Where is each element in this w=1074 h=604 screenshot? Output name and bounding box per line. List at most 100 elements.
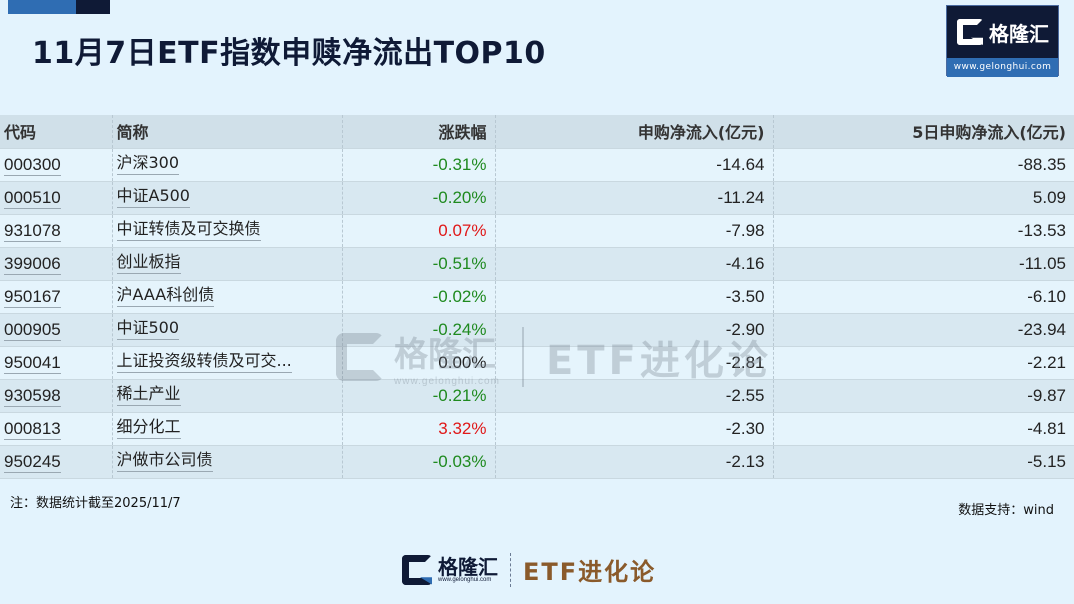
table-row[interactable]: 399006 创业板指 -0.51% -4.16 -11.05 (0, 247, 1074, 280)
column-header-net-inflow-5d[interactable]: 5日申购净流入(亿元) (772, 115, 1074, 148)
name-link[interactable]: 沪深300 (116, 149, 180, 175)
cell-net-inflow-5d: -2.21 (772, 346, 1074, 379)
name-link[interactable]: 细分化工 (116, 413, 181, 439)
name-link[interactable]: 创业板指 (116, 248, 181, 274)
footer-brand: 格隆汇 www.gelonghui.com ETF进化论 (402, 552, 656, 587)
cell-name[interactable]: 稀土产业 (111, 379, 342, 412)
cell-change: -0.03% (341, 445, 495, 478)
cell-code[interactable]: 399006 (0, 247, 112, 280)
cell-net-inflow-5d: -9.87 (772, 379, 1074, 412)
table-row[interactable]: 931078 中证转债及可交换债 0.07% -7.98 -13.53 (0, 214, 1074, 247)
cell-code[interactable]: 950245 (0, 445, 112, 478)
cell-net-inflow-5d: -88.35 (772, 148, 1074, 181)
cell-net-inflow: -7.98 (494, 214, 773, 247)
cell-net-inflow: -2.13 (494, 445, 773, 478)
cell-code[interactable]: 950167 (0, 280, 112, 313)
cell-net-inflow: -11.24 (494, 181, 773, 214)
cell-net-inflow-5d: -23.94 (772, 313, 1074, 346)
cell-change: -0.51% (341, 247, 495, 280)
cell-code[interactable]: 000813 (0, 412, 112, 445)
cell-net-inflow: -2.90 (494, 313, 773, 346)
cell-net-inflow-5d: -13.53 (772, 214, 1074, 247)
table-row[interactable]: 950167 沪AAA科创债 -0.02% -3.50 -6.10 (0, 280, 1074, 313)
name-link[interactable]: 稀土产业 (116, 380, 181, 406)
cell-code[interactable]: 950041 (0, 346, 112, 379)
cell-net-inflow-5d: 5.09 (772, 181, 1074, 214)
code-link[interactable]: 399006 (4, 253, 61, 275)
cell-code[interactable]: 000510 (0, 181, 112, 214)
cell-net-inflow: -2.55 (494, 379, 773, 412)
table-row[interactable]: 950041 上证投资级转债及可交... 0.00% -2.81 -2.21 (0, 346, 1074, 379)
name-link[interactable]: 上证投资级转债及可交... (116, 347, 292, 373)
cell-change: -0.02% (341, 280, 495, 313)
top-accent-bar-dark (76, 0, 110, 14)
cell-change: -0.20% (341, 181, 495, 214)
cell-net-inflow: -14.64 (494, 148, 773, 181)
name-link[interactable]: 沪AAA科创债 (116, 281, 215, 307)
footer-g-icon (402, 554, 432, 585)
cell-net-inflow: -2.81 (494, 346, 773, 379)
cell-name[interactable]: 沪做市公司债 (111, 445, 342, 478)
column-header-code[interactable]: 代码 (4, 123, 37, 143)
code-link[interactable]: 000300 (4, 154, 61, 176)
brand-name: 格隆汇 (989, 21, 1049, 46)
table-row[interactable]: 000300 沪深300 -0.31% -14.64 -88.35 (0, 148, 1074, 181)
column-header-name[interactable]: 简称 (111, 115, 342, 148)
cell-name[interactable]: 细分化工 (111, 412, 342, 445)
footer-column-name: ETF进化论 (523, 558, 657, 586)
code-link[interactable]: 950041 (4, 352, 61, 374)
etf-outflow-table: 代码 简称 涨跌幅 申购净流入(亿元) 5日申购净流入(亿元) 000300 沪深… (0, 115, 1074, 479)
table-row[interactable]: 000813 细分化工 3.32% -2.30 -4.81 (0, 412, 1074, 445)
cell-change: 3.32% (341, 412, 495, 445)
code-link[interactable]: 950245 (4, 451, 61, 473)
code-link[interactable]: 930598 (4, 385, 61, 407)
cell-name[interactable]: 中证500 (111, 313, 342, 346)
table-row[interactable]: 000510 中证A500 -0.20% -11.24 5.09 (0, 181, 1074, 214)
table-row[interactable]: 950245 沪做市公司债 -0.03% -2.13 -5.15 (0, 445, 1074, 478)
cell-name[interactable]: 上证投资级转债及可交... (111, 346, 342, 379)
footer-brand-url: www.gelonghui.com (438, 576, 492, 583)
cell-net-inflow-5d: -4.81 (772, 412, 1074, 445)
code-link[interactable]: 000813 (4, 418, 61, 440)
cell-code[interactable]: 000905 (0, 313, 112, 346)
cell-name[interactable]: 中证A500 (111, 181, 342, 214)
code-link[interactable]: 931078 (4, 220, 61, 242)
data-source: 数据支持：wind (958, 503, 1054, 518)
code-link[interactable]: 950167 (4, 286, 61, 308)
column-header-net-inflow[interactable]: 申购净流入(亿元) (494, 115, 773, 148)
name-link[interactable]: 中证转债及可交换债 (116, 215, 261, 241)
table-header-row: 代码 简称 涨跌幅 申购净流入(亿元) 5日申购净流入(亿元) (0, 115, 1074, 148)
column-header-change[interactable]: 涨跌幅 (341, 115, 495, 148)
code-link[interactable]: 000510 (4, 187, 61, 209)
table-row[interactable]: 930598 稀土产业 -0.21% -2.55 -9.87 (0, 379, 1074, 412)
cell-net-inflow: -3.50 (494, 280, 773, 313)
cell-name[interactable]: 中证转债及可交换债 (111, 214, 342, 247)
cell-net-inflow-5d: -5.15 (772, 445, 1074, 478)
cell-net-inflow-5d: -11.05 (772, 247, 1074, 280)
top-accent-bar-blue (8, 0, 76, 14)
footer-divider (510, 552, 511, 587)
name-link[interactable]: 中证A500 (116, 182, 190, 208)
cell-change: -0.31% (341, 148, 495, 181)
cell-change: 0.07% (341, 214, 495, 247)
cell-name[interactable]: 沪深300 (111, 148, 342, 181)
cell-code[interactable]: 000300 (0, 148, 112, 181)
brand-logo: 格隆汇 www.gelonghui.com (946, 5, 1059, 77)
code-link[interactable]: 000905 (4, 319, 61, 341)
footer-brand-name: 格隆汇 (438, 554, 498, 579)
cell-change: 0.00% (341, 346, 495, 379)
cell-change: -0.24% (341, 313, 495, 346)
cell-net-inflow: -2.30 (494, 412, 773, 445)
cell-name[interactable]: 沪AAA科创债 (111, 280, 342, 313)
name-link[interactable]: 沪做市公司债 (116, 446, 213, 472)
data-note: 注：数据统计截至2025/11/7 (10, 496, 181, 511)
cell-code[interactable]: 931078 (0, 214, 112, 247)
cell-code[interactable]: 930598 (0, 379, 112, 412)
page-title: 11月7日ETF指数申赎净流出TOP10 (32, 36, 546, 71)
cell-name[interactable]: 创业板指 (111, 247, 342, 280)
cell-change: -0.21% (341, 379, 495, 412)
cell-net-inflow-5d: -6.10 (772, 280, 1074, 313)
table-row[interactable]: 000905 中证500 -0.24% -2.90 -23.94 (0, 313, 1074, 346)
name-link[interactable]: 中证500 (116, 314, 180, 340)
gelonghui-g-icon (957, 19, 983, 45)
